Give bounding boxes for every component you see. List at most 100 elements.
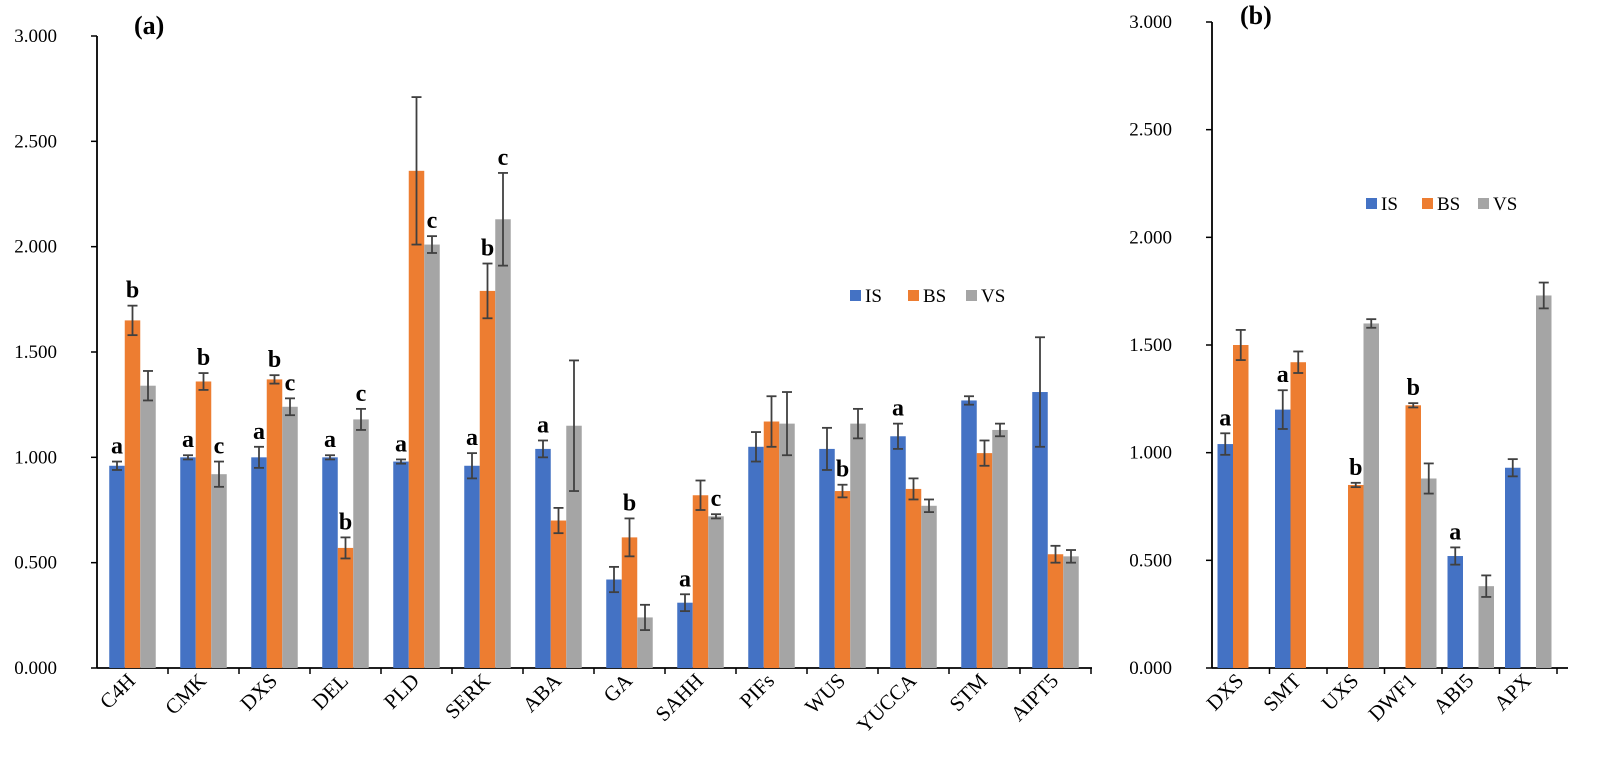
y-tick-label: 1.000 [14,447,57,468]
significance-label: a [182,427,194,453]
bar-BS-PLD [408,170,425,668]
y-tick-label: 3.000 [14,26,57,47]
significance-label: a [111,434,123,460]
bar-IS-WUS [819,448,835,668]
significance-label: a [679,566,691,592]
significance-label: a [324,427,336,453]
x-tick-label: PIFs [735,669,779,713]
bar-BS-UXS [1348,484,1364,668]
significance-label: b [197,345,210,371]
significance-label: a [892,396,904,422]
x-tick-label: SMT [1258,668,1306,716]
x-tick-label: APX [1489,669,1536,716]
legend-label-VS: VS [1493,194,1517,215]
y-tick-label: 0.500 [1129,550,1172,571]
bar-VS-PIFs [779,423,795,668]
significance-label: a [253,419,265,445]
bar-BS-YUCCA [905,488,922,668]
bar-VS-ABA [566,425,582,668]
bar-BS-GA [621,537,638,668]
y-tick-label: 3.000 [1129,12,1172,33]
bar-IS-DXS [251,457,267,668]
x-tick-label: PLD [379,669,424,714]
significance-label: a [1449,519,1461,545]
x-tick-label: DEL [307,669,353,715]
significance-label: b [1407,375,1420,401]
x-tick-label: AIPT5 [1006,669,1063,726]
significance-label: a [395,431,407,457]
bar-VS-STM [992,429,1008,668]
significance-label: b [339,509,352,535]
bar-IS-ABI5 [1447,556,1463,668]
bar-VS-DEL [353,419,369,668]
legend-swatch-BS [1422,198,1433,209]
x-tick-label: DXS [235,669,282,716]
bar-BS-CMK [195,381,212,668]
bar-VS-DXS [282,406,298,668]
y-tick-label: 1.000 [1129,443,1172,464]
x-tick-label: UXS [1317,669,1364,716]
bar-VS-SAHH [708,516,724,668]
bar-IS-APX [1505,467,1521,668]
bar-VS-APX [1536,295,1552,668]
y-tick-label: 1.500 [14,342,57,363]
y-tick-label: 1.500 [1129,335,1172,356]
bar-VS-ABI5 [1478,586,1494,668]
bar-BS-PIFs [763,421,780,668]
legend-swatch-IS [1366,198,1377,209]
bar-VS-PLD [424,244,440,668]
bar-VS-DWF1 [1421,478,1437,668]
legend-label-BS: BS [923,286,946,307]
bar-VS-WUS [850,423,866,668]
chart-title-b: (b) [1240,1,1272,30]
significance-label: c [427,208,438,234]
bar-IS-GA [606,579,622,668]
bar-IS-PLD [393,461,409,668]
bar-BS-C4H [124,320,141,668]
bar-IS-DXS [1217,444,1233,668]
y-tick-label: 2.000 [14,237,57,258]
significance-label: b [126,278,139,304]
bar-VS-CMK [211,474,227,668]
bar-BS-DXS [1233,345,1249,668]
bar-VS-C4H [140,385,156,668]
bar-VS-UXS [1363,323,1379,668]
x-tick-label: DXS [1202,669,1249,716]
bar-VS-AIPT5 [1063,556,1079,668]
bar-IS-DEL [322,457,338,668]
x-tick-label: STM [945,668,993,716]
significance-label: c [498,145,509,171]
x-tick-label: CMK [160,669,211,720]
bar-BS-DWF1 [1405,405,1421,668]
significance-label: c [711,486,722,512]
significance-label: b [481,236,494,262]
panel-a: (a) 0.000 0.500 1.000 1.500 2.000 2.500 3.000 a b… [14,11,1092,738]
bar-IS-SERK [464,465,480,668]
bar-IS-C4H [109,465,125,668]
legend-label-IS: IS [865,286,882,307]
y-tick-label: 0.000 [1129,658,1172,679]
bar-IS-YUCCA [890,436,906,668]
significance-label: b [836,457,849,483]
y-tick-label: 2.500 [1129,120,1172,141]
bar-BS-DEL [337,547,354,668]
x-tick-label: C4H [95,669,140,714]
significance-label: a [1219,405,1231,431]
bar-BS-SMT [1290,362,1306,668]
x-tick-label: ABI5 [1428,669,1478,719]
bar-VS-YUCCA [921,505,937,668]
bar-IS-PIFs [748,446,764,668]
significance-label: b [623,490,636,516]
chart-title-a: (a) [134,11,164,40]
y-tick-label: 0.500 [14,553,57,574]
x-tick-label: SERK [440,669,495,724]
significance-label: b [1349,455,1362,481]
bar-BS-DXS [266,379,283,668]
bar-BS-SERK [479,290,496,668]
legend-label-BS: BS [1437,194,1460,215]
x-tick-label: GA [599,668,638,707]
significance-label: c [356,381,367,407]
bar-BS-SAHH [692,495,709,668]
